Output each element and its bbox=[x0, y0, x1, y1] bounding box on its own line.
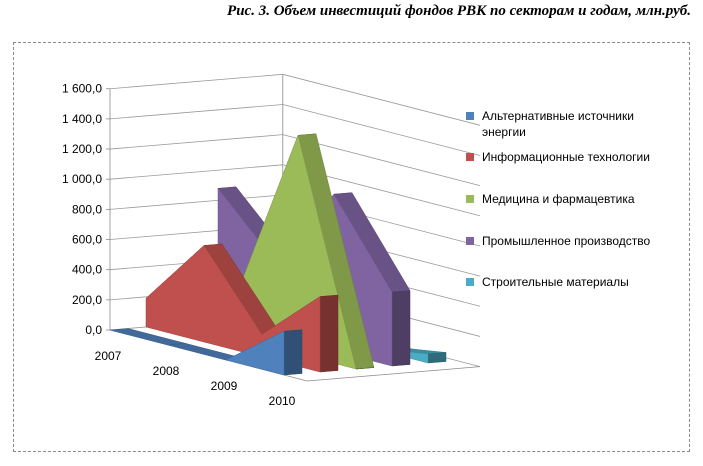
x-axis-labels: 2007 2008 2009 2010 bbox=[95, 349, 296, 408]
y-tick-label: 800,0 bbox=[72, 202, 102, 216]
gridline-back bbox=[282, 104, 481, 156]
gridline-side bbox=[109, 164, 283, 180]
floor-edge-right bbox=[307, 366, 481, 382]
gridline-side bbox=[109, 73, 283, 90]
y-tick-label: 1 400,0 bbox=[62, 112, 102, 126]
gridline-side bbox=[109, 194, 283, 210]
legend-entry: Строительные материалы bbox=[482, 275, 629, 289]
y-tick-label: 1 600,0 bbox=[62, 82, 102, 96]
legend: Альтернативные источники энергии Информаци… bbox=[466, 109, 651, 289]
chart-frame bbox=[13, 42, 690, 452]
x-tick-label: 2010 bbox=[269, 394, 296, 408]
series-end-cap bbox=[319, 294, 339, 373]
legend-swatch bbox=[466, 278, 474, 286]
series-end-cap bbox=[427, 352, 447, 364]
legend-line: Альтернативные источники bbox=[482, 109, 634, 123]
x-tick-label: 2007 bbox=[95, 349, 122, 363]
legend-swatch bbox=[466, 112, 474, 120]
gridline-side bbox=[109, 104, 283, 120]
legend-entry: Промышленное производство bbox=[482, 234, 651, 248]
gridline-back bbox=[282, 73, 481, 126]
y-tick-label: 600,0 bbox=[72, 233, 102, 247]
gridline-side bbox=[109, 134, 283, 150]
y-axis-ticks: 0,0 200,0 400,0 600,0 800,0 1 000,0 1 200,0 1 4… bbox=[62, 82, 110, 337]
y-tick-label: 1 000,0 bbox=[62, 172, 102, 186]
legend-entry: Альтернативные источники энергии bbox=[482, 109, 634, 139]
x-tick-label: 2008 bbox=[153, 364, 180, 378]
legend-swatch bbox=[466, 195, 474, 203]
legend-swatch bbox=[466, 237, 474, 245]
x-tick-label: 2009 bbox=[211, 379, 238, 393]
series-end-cap bbox=[283, 329, 303, 376]
legend-entry: Медицина и фармацевтика bbox=[482, 192, 635, 206]
series-1 bbox=[109, 328, 303, 376]
series-end-cap bbox=[355, 367, 375, 370]
legend-swatch bbox=[466, 153, 474, 161]
y-tick-label: 200,0 bbox=[72, 293, 102, 307]
y-tick-label: 400,0 bbox=[72, 263, 102, 277]
series-end-cap bbox=[391, 290, 411, 367]
y-tick-label: 0,0 bbox=[85, 323, 102, 337]
y-tick-label: 1 200,0 bbox=[62, 142, 102, 156]
figure-caption: Рис. 3. Объем инвестиций фондов РВК по с… bbox=[227, 3, 691, 19]
legend-line: энергии bbox=[482, 125, 526, 139]
series-front-face bbox=[109, 329, 285, 376]
legend-entry: Информационные технологии bbox=[482, 150, 650, 164]
